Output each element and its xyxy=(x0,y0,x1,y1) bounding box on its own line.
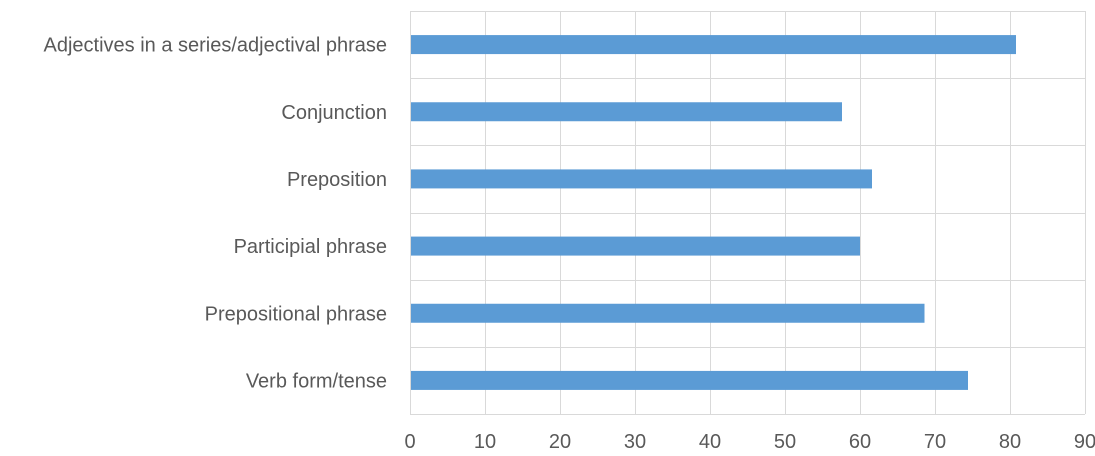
category-label: Preposition xyxy=(287,169,387,191)
bar-3 xyxy=(411,236,860,256)
x-tick-label: 40 xyxy=(699,431,721,453)
x-tick-label: 80 xyxy=(999,431,1021,453)
bar-5 xyxy=(411,370,968,390)
category-label: Conjunction xyxy=(281,102,387,124)
category-label: Verb form/tense xyxy=(246,370,387,392)
x-tick-label: 90 xyxy=(1074,431,1095,453)
x-tick-label: 0 xyxy=(404,431,415,453)
category-label: Adjectives in a series/adjectival phrase xyxy=(43,35,387,57)
bars xyxy=(411,35,1016,390)
bar-2 xyxy=(411,169,872,189)
bar-4 xyxy=(411,303,925,323)
category-labels: Adjectives in a series/adjectival phrase… xyxy=(43,35,387,393)
x-tick-label: 30 xyxy=(624,431,646,453)
category-label: Participial phrase xyxy=(234,236,387,258)
x-tick-label: 20 xyxy=(549,431,571,453)
category-label: Prepositional phrase xyxy=(205,303,387,325)
bar-0 xyxy=(411,35,1016,55)
x-axis-tick-labels: 0 10 20 30 40 50 60 70 80 90 xyxy=(404,431,1095,453)
x-tick-label: 70 xyxy=(924,431,946,453)
bar-1 xyxy=(411,102,842,122)
gridlines xyxy=(410,11,1086,415)
x-tick-label: 10 xyxy=(474,431,496,453)
x-tick-label: 50 xyxy=(774,431,796,453)
x-tick-label: 60 xyxy=(849,431,871,453)
